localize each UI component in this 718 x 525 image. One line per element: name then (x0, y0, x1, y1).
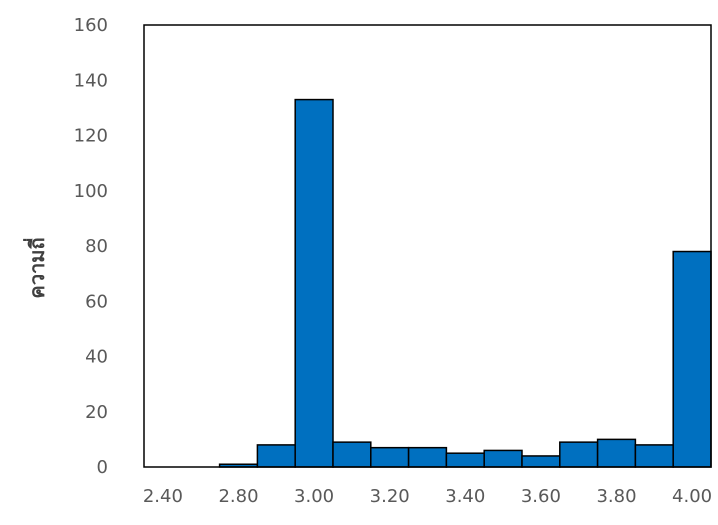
bar-3.70 (559, 441, 599, 468)
bar-3.10 (332, 441, 372, 468)
x-tick-label: 4.00 (672, 486, 712, 507)
bar-3.40 (445, 452, 485, 468)
y-tick-labels: 0 20 40 60 80 100 120 140 160 (74, 15, 108, 478)
histogram-bars (218, 98, 712, 468)
x-tick-label: 3.00 (294, 486, 334, 507)
plot-frame (143, 24, 712, 468)
y-tick-label: 140 (74, 70, 108, 91)
x-tick-label: 3.80 (596, 486, 636, 507)
y-axis-label: ความถี่ (22, 237, 49, 298)
bar-3.90 (634, 444, 674, 468)
y-tick-label: 40 (85, 347, 108, 368)
bar-3.30 (407, 446, 448, 468)
y-tick-label: 60 (85, 291, 108, 312)
bar-2.90 (256, 444, 296, 468)
bar-3.20 (370, 446, 410, 468)
bar-4.00 (672, 250, 712, 468)
x-tick-label: 2.40 (143, 486, 183, 507)
x-tick-label: 3.60 (521, 486, 561, 507)
y-tick-label: 0 (97, 457, 108, 478)
x-tick-labels: 2.40 2.80 3.00 3.20 3.40 3.60 3.80 4.00 (143, 486, 712, 507)
bar-3.50 (483, 449, 523, 468)
x-tick-label: 2.80 (218, 486, 258, 507)
x-tick-label: 3.20 (370, 486, 410, 507)
bar-3.60 (521, 455, 561, 468)
y-tick-label: 100 (74, 181, 108, 202)
y-tick-label: 80 (85, 236, 108, 257)
x-tick-label: 3.40 (445, 486, 485, 507)
y-tick-label: 20 (85, 402, 108, 423)
y-tick-label: 160 (74, 15, 108, 36)
bar-3.00 (294, 98, 334, 468)
bar-3.80 (596, 438, 637, 468)
y-tick-label: 120 (74, 126, 108, 147)
